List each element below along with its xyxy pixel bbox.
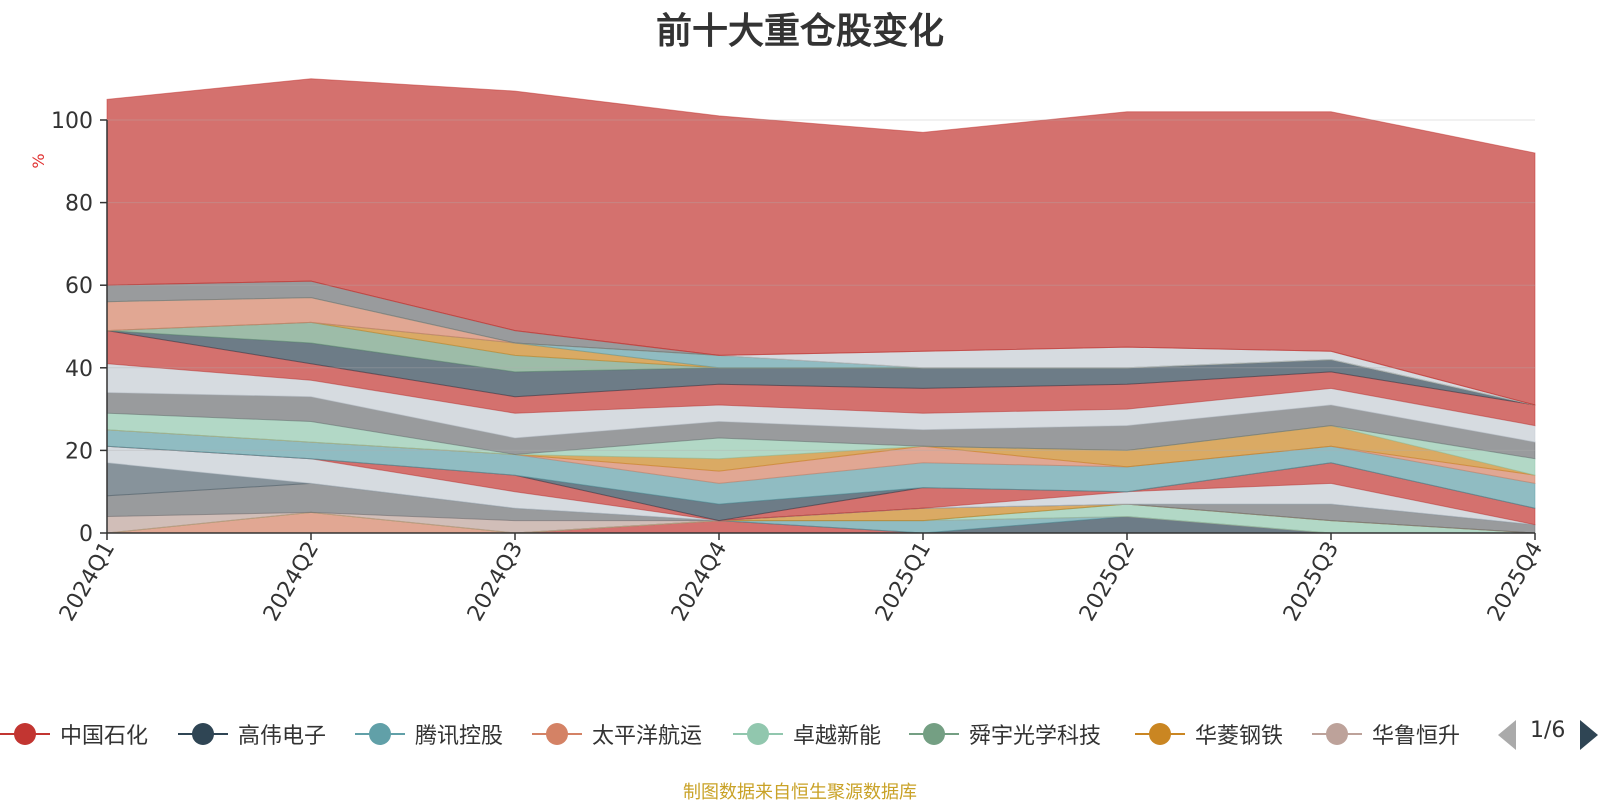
y-tick-label: 20 [65,439,93,464]
legend-label: 中国石化 [60,724,149,749]
legend-label: 舜宇光学科技 [969,724,1102,749]
legend-marker-icon [1135,721,1185,747]
x-tick-label: 2025Q1 [871,538,936,626]
chart-title: 前十大重仓股变化 [655,11,944,52]
legend: 中国石化 高伟电子 腾讯控股 太平洋航运 卓越新能 舜宇光学科技 华菱钢铁 华鲁恒升 [0,716,1600,752]
series-area-29 [106,78,1536,406]
x-tick-label: 2025Q4 [1483,538,1548,626]
x-tick-label: 2024Q4 [667,538,732,626]
grid-layer [107,119,1535,451]
y-tick-label: 40 [65,357,93,382]
legend-item[interactable]: 华鲁恒升 [1312,716,1460,752]
legend-prev-page-button[interactable] [1498,720,1516,750]
y-tick-label: 80 [65,192,93,217]
legend-label: 华菱钢铁 [1195,724,1284,749]
legend-next-page-button[interactable] [1580,720,1598,750]
legend-label: 高伟电子 [238,724,327,749]
legend-marker-icon [909,721,959,747]
legend-marker-icon [355,721,405,747]
x-tick-label: 2024Q1 [55,538,120,626]
legend-item[interactable]: 华菱钢铁 [1135,716,1283,752]
y-tick-label: 60 [65,274,93,299]
legend-marker-icon [1312,721,1362,747]
x-tick-label: 2024Q2 [259,538,324,626]
legend-item[interactable]: 腾讯控股 [355,716,503,752]
area-layer [106,78,1536,534]
chart-plot: 0 20 40 60 80 100 2024Q1 2024Q2 2024Q3 2024Q4 2025… [29,78,1548,626]
legend-item[interactable]: 卓越新能 [733,716,881,752]
x-tick-label: 2025Q2 [1075,538,1140,626]
legend-item[interactable]: 舜宇光学科技 [909,716,1101,752]
legend-label: 太平洋航运 [592,724,703,749]
legend-marker-icon [733,721,783,747]
y-axis-unit-label: % [29,153,48,168]
legend-label: 卓越新能 [793,724,882,749]
legend-item[interactable]: 太平洋航运 [532,716,702,752]
legend-label: 华鲁恒升 [1372,724,1461,749]
legend-label: 腾讯控股 [415,724,504,749]
legend-item[interactable]: 中国石化 [0,716,148,752]
legend-item[interactable]: 高伟电子 [178,716,326,752]
legend-marker-icon [178,721,228,747]
legend-marker-icon [0,721,50,747]
x-tick-label: 2025Q3 [1279,538,1344,626]
legend-marker-icon [532,721,582,747]
y-tick-label: 100 [51,109,93,134]
source-footer: 制图数据来自恒生聚源数据库 [683,782,917,803]
y-tick-label: 0 [79,522,93,547]
legend-page-indicator: 1/6 [1530,718,1566,743]
x-tick-label: 2024Q3 [463,538,528,626]
